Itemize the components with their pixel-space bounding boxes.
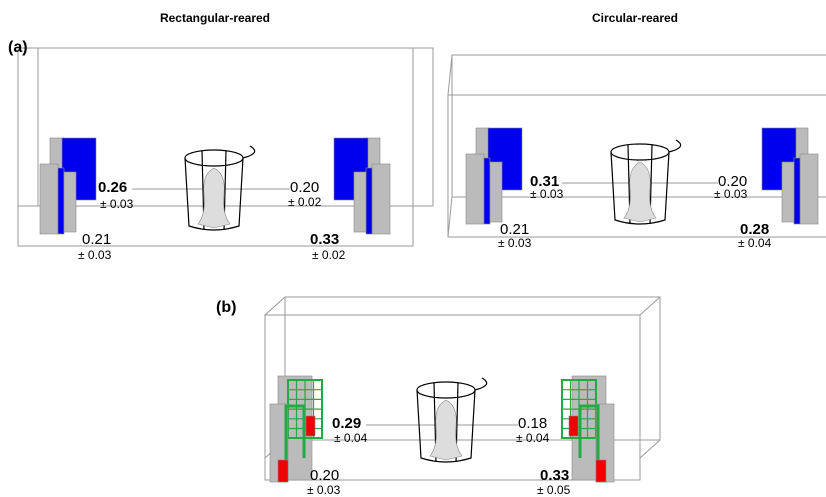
reading-sem: ± 0.03: [530, 187, 564, 201]
mouse: [623, 161, 657, 223]
header: Circular-reared: [592, 11, 678, 25]
object-block: [63, 171, 77, 233]
reading-sem: ± 0.02: [288, 195, 322, 209]
reading-sem: ± 0.03: [714, 187, 748, 201]
object-grid: [578, 404, 600, 476]
object-marker: [568, 415, 579, 437]
object-marker: [305, 415, 316, 437]
cylinder: [416, 377, 488, 463]
box-edge: [264, 296, 286, 316]
cylinder-top: [184, 149, 244, 167]
reading-value: 0.33: [540, 467, 569, 484]
box-front: [17, 47, 414, 247]
panel-label: (a): [8, 39, 28, 56]
object-block: [781, 161, 795, 223]
reading-sem: ± 0.03: [100, 197, 134, 211]
object-panel: [365, 167, 373, 235]
object-block: [465, 153, 485, 225]
box-edge: [447, 54, 453, 96]
reading-sem: ± 0.03: [78, 248, 112, 262]
cylinder-top: [416, 381, 476, 399]
reading-sem: ± 0.04: [738, 236, 772, 250]
object-block: [39, 163, 59, 235]
mouse: [429, 399, 463, 461]
box-edge: [639, 439, 661, 459]
object-panel: [57, 167, 65, 235]
header: Rectangular-reared: [160, 11, 270, 25]
diagram-shapes: [17, 47, 826, 483]
reading-sem: ± 0.02: [312, 248, 346, 262]
reading-value: 0.18: [518, 415, 547, 432]
reading-value: 0.33: [310, 231, 339, 248]
object-block: [489, 161, 503, 223]
reading-sem: ± 0.03: [498, 236, 532, 250]
reading-value: 0.21: [82, 231, 111, 248]
object-block: [371, 163, 391, 235]
panel-label: (b): [216, 299, 236, 316]
reading-sem: ± 0.04: [516, 431, 550, 445]
reading-value: 0.20: [718, 173, 747, 190]
reading-sem: ± 0.03: [307, 483, 341, 497]
reading-value: 0.31: [530, 173, 559, 190]
object-marker: [595, 459, 607, 483]
object-block: [353, 171, 367, 233]
box-edge: [639, 296, 661, 316]
reading-value: 0.29: [332, 415, 361, 432]
cylinder: [184, 145, 256, 231]
reading-value: 0.20: [290, 179, 319, 196]
cylinder: [610, 139, 682, 225]
reading-value: 0.21: [500, 221, 529, 238]
reading-value: 0.28: [740, 221, 769, 238]
object-block: [799, 153, 819, 225]
cylinder-top: [610, 143, 670, 161]
box-front: [264, 314, 641, 481]
object-panel: [483, 157, 491, 225]
object-panel: [793, 157, 801, 225]
reading-sem: ± 0.04: [334, 431, 368, 445]
object-marker: [277, 459, 289, 483]
reading-sem: ± 0.05: [537, 483, 571, 497]
object-grid: [284, 404, 306, 476]
reading-value: 0.20: [310, 467, 339, 484]
reading-value: 0.26: [98, 179, 127, 196]
box-front: [447, 94, 826, 238]
mouse: [197, 167, 231, 229]
box-edge: [447, 196, 453, 238]
